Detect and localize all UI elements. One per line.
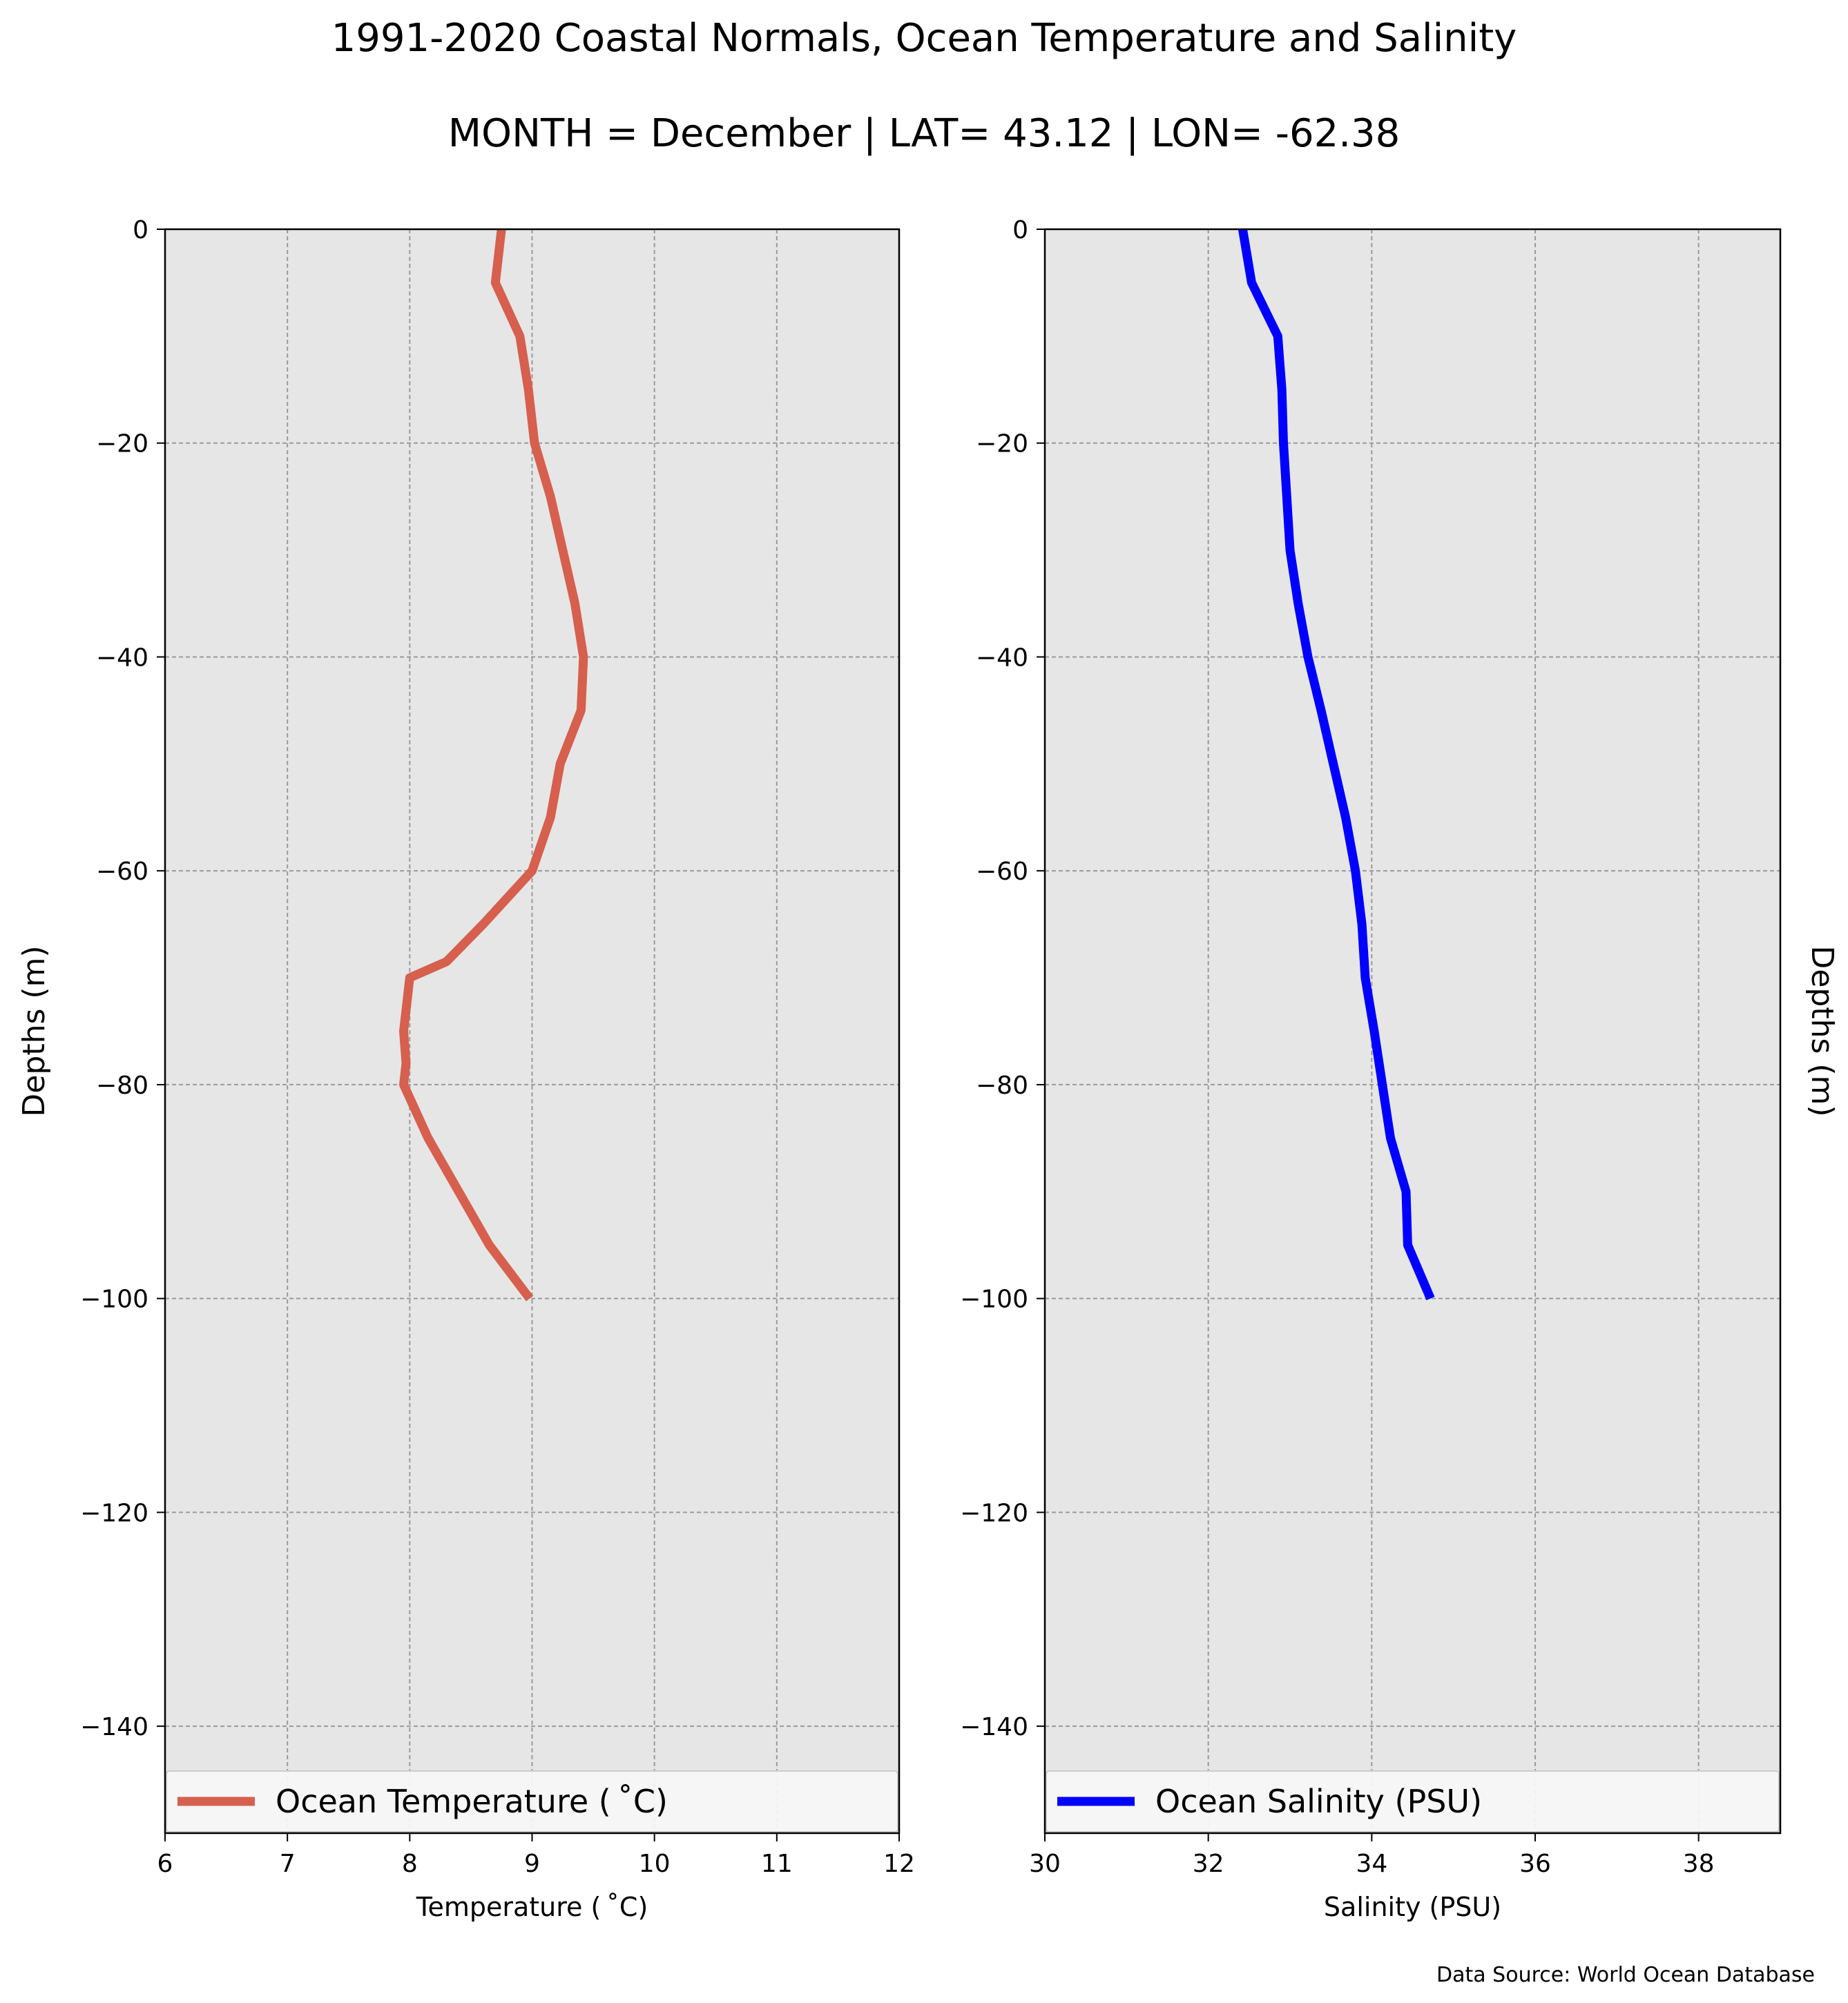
data-point (403, 1084, 404, 1085)
chart-title: 1991-2020 Coastal Normals, Ocean Tempera… (331, 16, 1517, 61)
data-point (529, 1298, 530, 1299)
plot-area (1045, 229, 1780, 1833)
legend-label: Ocean Salinity (PSU) (1155, 1783, 1482, 1820)
data-point (1430, 1298, 1431, 1299)
x-tick-label: 30 (1029, 1850, 1061, 1878)
legend-label: Ocean Temperature ( ˚C) (276, 1783, 668, 1820)
x-tick-label: 38 (1683, 1850, 1715, 1878)
y-tick-label: −60 (976, 858, 1028, 886)
axes-frame (1043, 228, 1782, 1835)
x-tick-label: 11 (761, 1850, 793, 1878)
x-tick-label: 12 (883, 1850, 915, 1878)
x-axis-label: Salinity (PSU) (1324, 1892, 1501, 1922)
x-tick-label: 10 (639, 1850, 671, 1878)
legend-box (1046, 1770, 1780, 1832)
y-tick-label: −60 (96, 858, 148, 886)
series-line-salinity (1238, 228, 1435, 1301)
data-point (550, 496, 551, 497)
y-tick-label: −100 (80, 1286, 148, 1314)
x-tick-label: 32 (1193, 1850, 1224, 1878)
x-tick-label: 8 (402, 1850, 418, 1878)
data-point (1390, 1138, 1391, 1139)
data-point (1362, 924, 1363, 925)
data-point (1251, 282, 1252, 283)
series-line-temperature (399, 229, 588, 1302)
x-tick-label: 34 (1356, 1850, 1387, 1878)
x-tick-label: 6 (157, 1850, 173, 1878)
x-tick-label: 9 (524, 1850, 540, 1878)
data-point (528, 389, 529, 390)
y-tick-label: −140 (960, 1713, 1028, 1741)
y-tick-label: −40 (976, 644, 1028, 672)
y-tick-label: −140 (80, 1713, 148, 1741)
data-source-note: Data Source: World Ocean Database (1436, 1963, 1815, 1987)
data-point (403, 1031, 404, 1032)
legend: Ocean Salinity (PSU) (1046, 1770, 1780, 1832)
x-tick-label: 36 (1519, 1850, 1551, 1878)
y-tick-label: −100 (960, 1286, 1028, 1314)
data-point (1407, 1245, 1408, 1246)
data-point (1406, 1191, 1407, 1192)
temperature-panel: Ocean Temperature ( ˚C) 6 7 8 9 10 11 12 0 −20 −40… (17, 216, 915, 1922)
y-tick-label: 0 (133, 216, 148, 244)
chart-subtitle: MONTH = December | LAT= 43.12 | LON= -62… (448, 111, 1401, 156)
y-tick-label: −80 (96, 1072, 148, 1100)
x-axis-label: Temperature ( ˚C) (416, 1892, 648, 1922)
data-point (1382, 1084, 1383, 1085)
y-axis-label: Depths (m) (1804, 945, 1840, 1116)
y-axis-label: Depths (m) (17, 945, 52, 1116)
legend-box (166, 1770, 898, 1832)
data-point (446, 961, 447, 962)
salinity-panel: Ocean Salinity (PSU) 30 32 34 36 38 0 −20 −40 −60… (960, 216, 1840, 1922)
y-tick-label: −120 (80, 1499, 148, 1527)
y-tick-label: 0 (1012, 216, 1028, 244)
data-point (495, 282, 496, 283)
y-tick-label: −40 (96, 644, 148, 672)
y-tick-label: −120 (960, 1499, 1028, 1527)
x-tick-label: 7 (280, 1850, 296, 1878)
y-tick-label: −20 (96, 430, 148, 458)
legend: Ocean Temperature ( ˚C) (166, 1770, 898, 1832)
y-tick-label: −20 (976, 430, 1028, 458)
data-point (489, 1245, 490, 1246)
y-tick-label: −80 (976, 1072, 1028, 1100)
data-point (427, 1138, 428, 1139)
